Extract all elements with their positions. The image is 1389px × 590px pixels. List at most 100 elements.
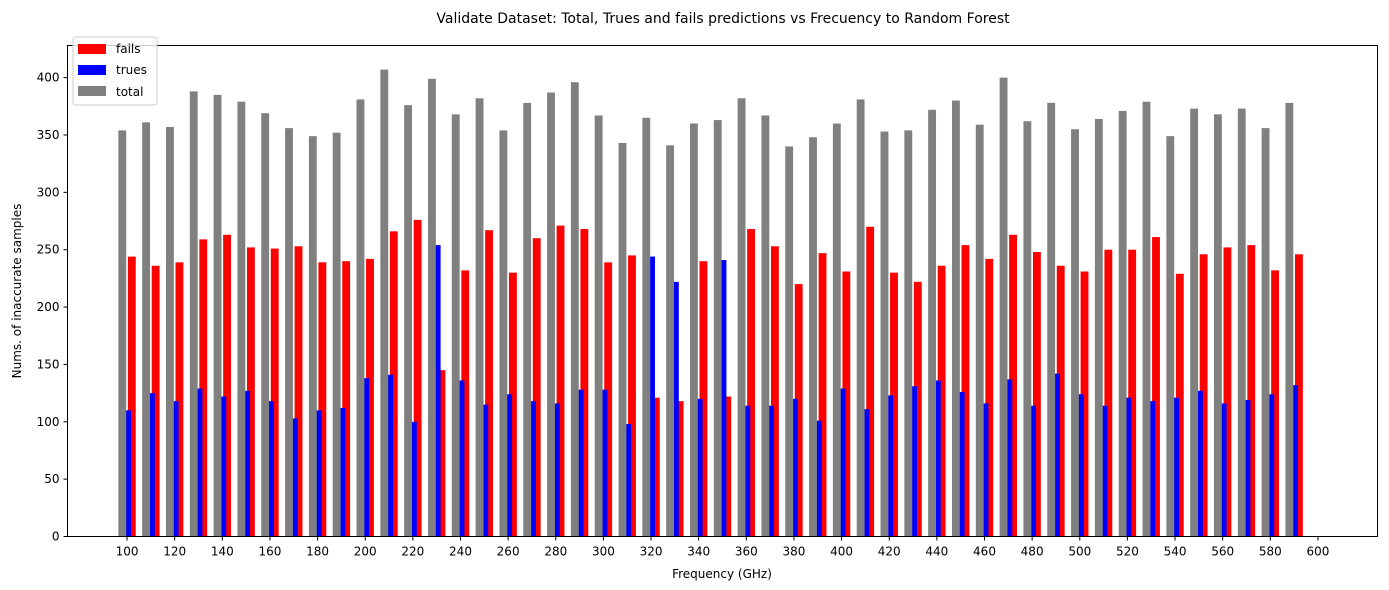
bar-fails bbox=[985, 258, 994, 537]
bar-total bbox=[285, 128, 293, 537]
bar-total bbox=[499, 130, 508, 537]
bar-total bbox=[308, 136, 317, 537]
bar-trues bbox=[504, 394, 513, 537]
bar-fails bbox=[1104, 249, 1113, 537]
bar-trues bbox=[623, 424, 632, 537]
bar-trues bbox=[599, 389, 608, 537]
bar-fails bbox=[1223, 247, 1232, 537]
bar-fails bbox=[651, 397, 660, 537]
bar-fails bbox=[437, 370, 446, 537]
bar-trues bbox=[1052, 373, 1060, 537]
bar-total bbox=[832, 123, 841, 537]
x-tick-label: 260 bbox=[497, 545, 520, 559]
bar-total bbox=[380, 69, 389, 537]
bar-fails bbox=[937, 265, 946, 537]
bar-total bbox=[1237, 108, 1246, 537]
bar-trues bbox=[456, 380, 465, 537]
bar-total bbox=[1023, 121, 1032, 537]
x-tick-label: 420 bbox=[878, 545, 901, 559]
bar-total bbox=[713, 120, 722, 537]
x-tick-label: 520 bbox=[1116, 545, 1139, 559]
bar-total bbox=[404, 105, 413, 537]
bar-total bbox=[689, 123, 698, 537]
bar-total bbox=[570, 82, 579, 537]
bar-trues bbox=[1266, 394, 1275, 537]
bar-fails bbox=[1056, 265, 1065, 537]
bar-trues bbox=[1075, 394, 1084, 537]
y-tick-label: 150 bbox=[37, 357, 60, 371]
bar-total bbox=[1071, 129, 1079, 537]
bar-total bbox=[618, 143, 627, 537]
x-tick-label: 460 bbox=[973, 545, 996, 559]
bar-total bbox=[261, 113, 270, 537]
bar-trues bbox=[1242, 399, 1251, 537]
x-tick-label: 280 bbox=[544, 545, 567, 559]
bar-trues bbox=[266, 401, 274, 537]
bar-trues bbox=[1290, 385, 1299, 537]
x-tick-label: 220 bbox=[401, 545, 424, 559]
bar-total bbox=[809, 137, 817, 537]
bar-trues bbox=[1123, 397, 1132, 537]
bar-fails bbox=[890, 272, 898, 537]
bar-fails bbox=[961, 245, 970, 537]
y-tick-label: 400 bbox=[37, 71, 60, 85]
bar-trues bbox=[1099, 405, 1108, 537]
bar-fails bbox=[628, 255, 636, 537]
bar-fails bbox=[199, 239, 208, 537]
x-tick-label: 160 bbox=[259, 545, 282, 559]
bar-trues bbox=[123, 410, 131, 537]
axes: 100 120 140 160 180 200 220 240 260 280 300 320 340 3… bbox=[37, 71, 1330, 559]
bar-fails bbox=[699, 261, 708, 537]
bar-total bbox=[951, 100, 960, 537]
bar-trues bbox=[694, 398, 703, 537]
bar-fails bbox=[318, 262, 327, 537]
plot-frame bbox=[67, 45, 1378, 537]
bar-fails bbox=[818, 253, 827, 537]
bar-trues bbox=[837, 388, 846, 537]
x-tick-label: 180 bbox=[306, 545, 329, 559]
x-tick-label: 200 bbox=[354, 545, 377, 559]
bar-fails bbox=[1009, 234, 1018, 537]
bar-trues bbox=[956, 391, 965, 537]
bar-fails bbox=[580, 229, 589, 537]
x-tick-label: 540 bbox=[1164, 545, 1187, 559]
legend-label-trues: trues bbox=[116, 63, 147, 77]
y-tick-label: 100 bbox=[37, 415, 60, 429]
bar-fails bbox=[842, 271, 851, 537]
x-tick-label: 500 bbox=[1068, 545, 1091, 559]
bar-total bbox=[237, 101, 246, 537]
bar-trues bbox=[575, 389, 584, 537]
bar-trues bbox=[528, 401, 536, 537]
bar-total bbox=[785, 146, 794, 537]
bar-trues bbox=[432, 245, 441, 537]
x-tick-label: 600 bbox=[1307, 545, 1330, 559]
bar-fails bbox=[1271, 270, 1280, 537]
bar-trues bbox=[242, 390, 251, 537]
bar-fails bbox=[246, 247, 255, 537]
bar-total bbox=[975, 124, 984, 537]
bar-fails bbox=[604, 262, 613, 537]
y-tick-label: 50 bbox=[44, 472, 59, 486]
bar-fails bbox=[508, 272, 517, 537]
bar-total bbox=[1261, 128, 1270, 537]
bar-total bbox=[427, 78, 436, 537]
bar-fails bbox=[389, 231, 398, 537]
x-tick-label: 240 bbox=[449, 545, 472, 559]
bar-fails bbox=[1247, 245, 1256, 537]
chart-title: Validate Dataset: Total, Trues and fails… bbox=[436, 11, 1010, 27]
y-axis-label: Nums. of inaccurate samples bbox=[10, 204, 24, 379]
bar-fails bbox=[1032, 251, 1041, 537]
bar-total bbox=[451, 114, 460, 537]
bar-total bbox=[1285, 102, 1294, 537]
bar-total bbox=[594, 115, 603, 537]
bar-trues bbox=[361, 378, 370, 537]
bar-total bbox=[118, 130, 127, 537]
bar-fails bbox=[342, 261, 351, 537]
bar-fails bbox=[413, 219, 422, 537]
bar-total bbox=[523, 102, 532, 537]
bar-trues bbox=[885, 395, 894, 537]
bar-trues bbox=[408, 421, 417, 537]
bar-fails bbox=[556, 225, 565, 537]
bar-total bbox=[547, 92, 555, 537]
